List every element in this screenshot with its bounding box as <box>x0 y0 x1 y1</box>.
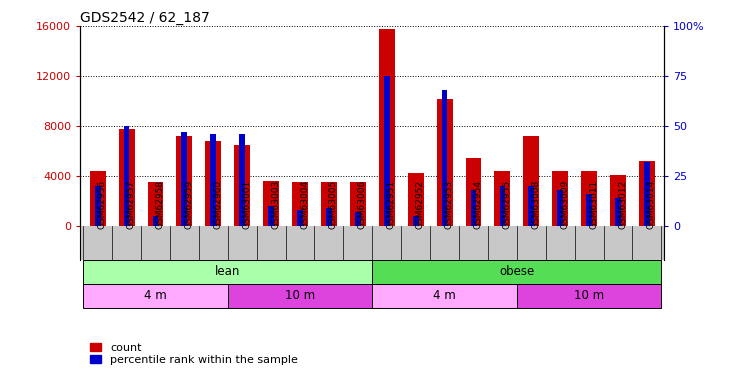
Bar <box>517 284 661 308</box>
Text: obese: obese <box>499 266 534 279</box>
Bar <box>442 90 447 226</box>
Text: 4 m: 4 m <box>433 289 456 302</box>
Text: 10 m: 10 m <box>574 289 604 302</box>
Bar <box>83 284 228 308</box>
Text: GSM63005: GSM63005 <box>329 179 338 228</box>
Bar <box>553 171 568 226</box>
Bar <box>321 182 337 226</box>
Bar <box>437 99 453 226</box>
Text: GSM62951: GSM62951 <box>387 179 396 228</box>
Text: 4 m: 4 m <box>144 289 167 302</box>
Bar <box>412 216 418 226</box>
Bar <box>372 260 661 284</box>
Bar <box>83 260 372 284</box>
Bar <box>239 134 245 226</box>
Text: GSM62955: GSM62955 <box>502 179 512 228</box>
Bar <box>297 210 303 226</box>
Text: GSM63014: GSM63014 <box>647 179 656 228</box>
Bar <box>408 173 423 226</box>
Bar <box>494 171 510 226</box>
Text: GSM62954: GSM62954 <box>474 180 483 228</box>
Bar <box>586 194 592 226</box>
Text: GSM63006: GSM63006 <box>358 179 367 228</box>
Bar <box>118 129 134 226</box>
Bar <box>355 212 361 226</box>
Bar <box>326 208 332 226</box>
Bar <box>147 182 164 226</box>
Bar <box>379 29 395 226</box>
Text: GSM63001: GSM63001 <box>242 179 251 228</box>
Bar <box>153 216 158 226</box>
Legend: count, percentile rank within the sample: count, percentile rank within the sample <box>86 338 303 369</box>
Bar <box>123 126 129 226</box>
Bar <box>581 171 597 226</box>
Text: GSM62956: GSM62956 <box>98 179 107 228</box>
Text: GSM62953: GSM62953 <box>445 179 453 228</box>
Bar <box>615 198 621 226</box>
Text: lean: lean <box>215 266 240 279</box>
Bar <box>557 190 563 226</box>
Text: GSM63012: GSM63012 <box>618 179 627 228</box>
Text: GSM62959: GSM62959 <box>185 179 193 228</box>
Bar <box>499 186 505 226</box>
Text: GSM63009: GSM63009 <box>560 179 569 228</box>
Bar <box>372 284 517 308</box>
Bar <box>466 159 482 226</box>
Text: GDS2542 / 62_187: GDS2542 / 62_187 <box>80 11 210 25</box>
Bar <box>228 284 372 308</box>
Bar <box>177 136 192 226</box>
Bar <box>182 132 188 226</box>
Bar <box>523 136 539 226</box>
Bar <box>95 186 101 226</box>
Bar <box>90 171 106 226</box>
Bar <box>263 181 279 226</box>
Bar <box>350 182 366 226</box>
Bar <box>384 76 390 226</box>
Bar <box>644 162 650 226</box>
Bar <box>610 175 626 226</box>
Text: GSM62957: GSM62957 <box>126 179 136 228</box>
Text: GSM62952: GSM62952 <box>415 180 425 228</box>
Text: GSM62958: GSM62958 <box>155 179 164 228</box>
Text: GSM62960: GSM62960 <box>213 179 223 228</box>
Text: GSM63008: GSM63008 <box>531 179 540 228</box>
Bar <box>268 206 274 226</box>
Text: GSM63004: GSM63004 <box>300 179 309 228</box>
Bar <box>471 190 477 226</box>
Text: 10 m: 10 m <box>285 289 315 302</box>
Text: GSM63011: GSM63011 <box>589 179 598 228</box>
Text: GSM63003: GSM63003 <box>271 179 280 228</box>
Bar <box>234 145 250 226</box>
Bar <box>529 186 534 226</box>
Bar <box>205 141 221 226</box>
Bar <box>210 134 216 226</box>
Bar <box>292 182 308 226</box>
Bar <box>639 161 655 226</box>
